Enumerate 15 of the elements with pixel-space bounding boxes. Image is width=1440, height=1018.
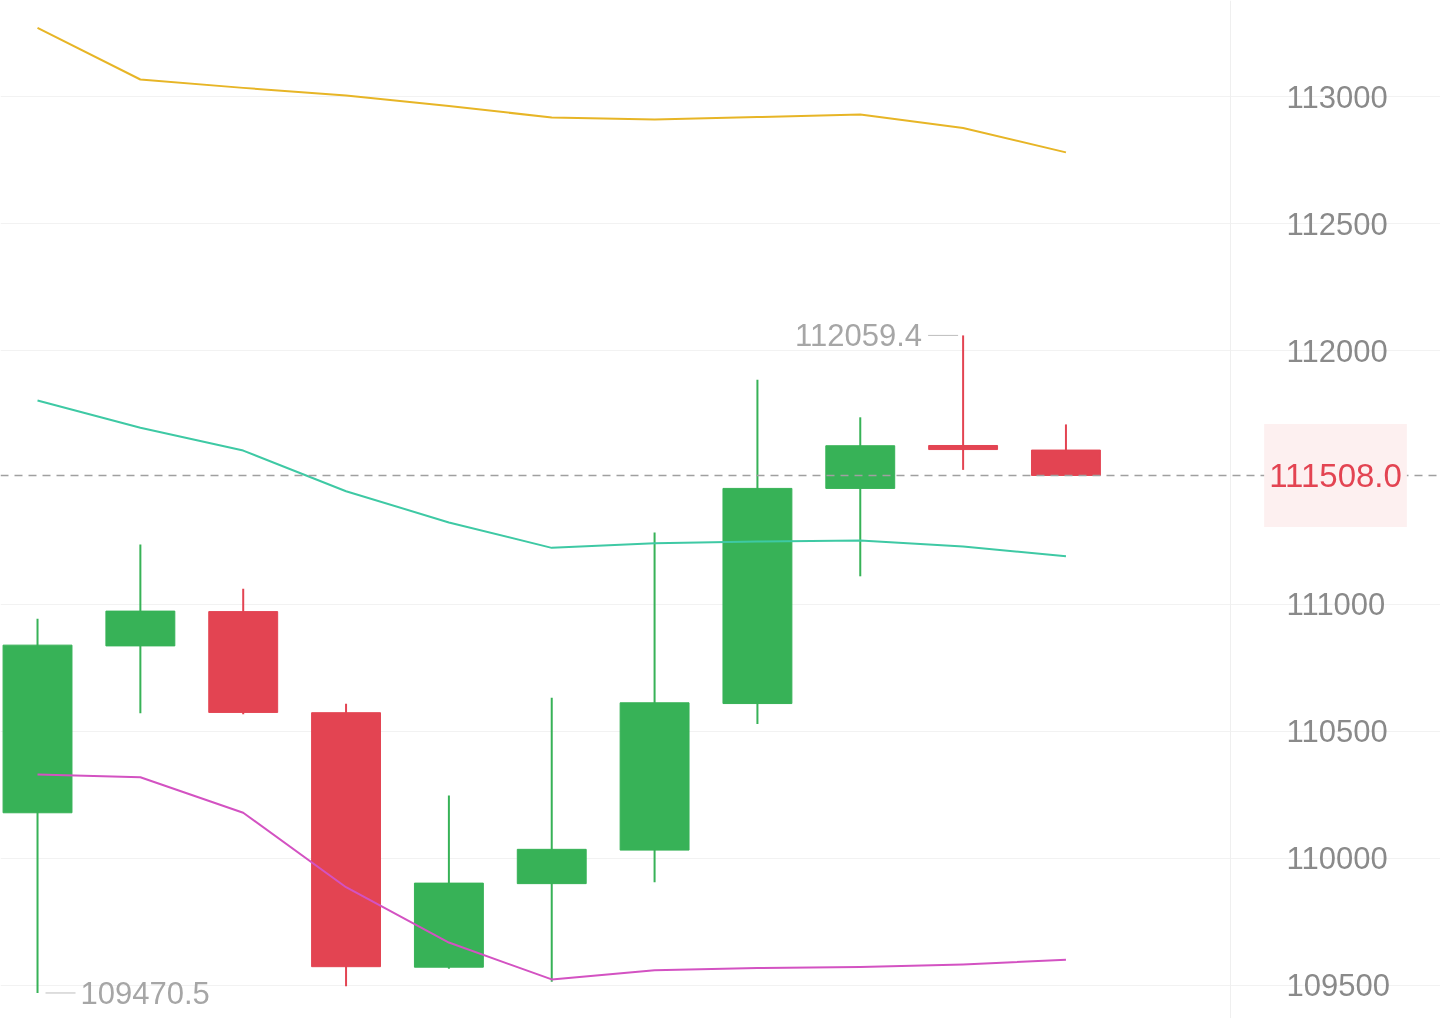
y-tick-label: 110000 <box>1286 841 1388 877</box>
y-tick-label: 112500 <box>1286 206 1388 242</box>
line-series <box>36 399 1067 558</box>
y-tick-label: 110500 <box>1286 714 1388 750</box>
candlestick <box>516 696 587 983</box>
annotation: 109470.5 <box>80 975 210 1011</box>
ref-line-label: 111508.0 <box>1269 456 1402 494</box>
candlestick <box>928 334 999 471</box>
annotation: 112059.4 <box>795 318 923 354</box>
y-tick-label: 113000 <box>1286 79 1388 115</box>
y-tick-label: 112000 <box>1286 333 1388 369</box>
y-tick-label: 111000 <box>1286 587 1386 623</box>
line-series <box>36 773 1067 981</box>
y-tick-label: 109500 <box>1286 968 1390 1004</box>
line-series <box>36 26 1067 154</box>
